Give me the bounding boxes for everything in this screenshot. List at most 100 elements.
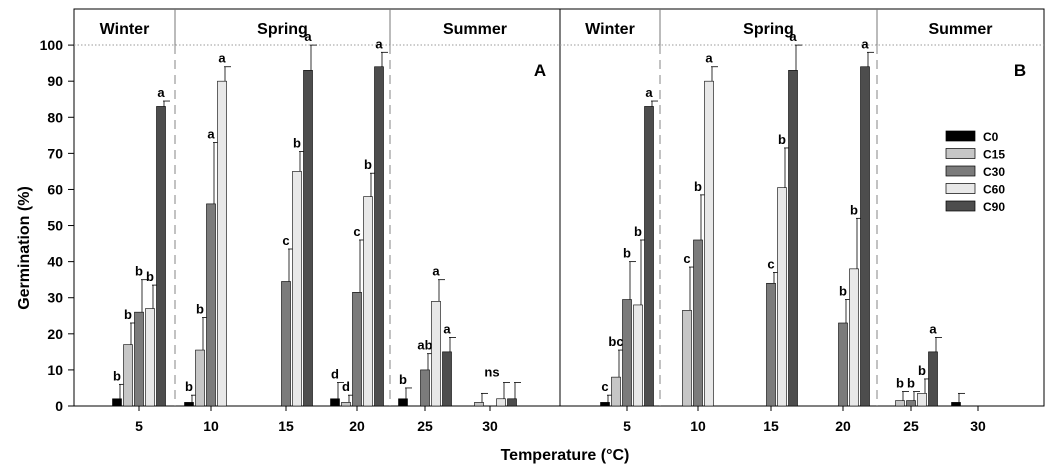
y-tick-label: 20 [47, 326, 63, 342]
bar-c60 [849, 268, 859, 407]
x-tick-label: 10 [690, 418, 706, 434]
bar-c0 [330, 398, 340, 407]
legend-swatch [945, 200, 976, 212]
bar-group-25: b bb a [895, 321, 942, 407]
bar-c60 [496, 398, 506, 407]
bar-c30 [134, 311, 144, 407]
significance-letter: a [218, 51, 226, 66]
legend-entry-c0: C0 [945, 130, 999, 144]
panel-label: A [534, 61, 546, 80]
x-axis-title: Temperature (°C) [501, 447, 630, 464]
bar-c60 [431, 301, 441, 407]
bar-c90 [303, 70, 313, 407]
x-tick-label: 30 [482, 418, 498, 434]
significance-letter: d [342, 379, 350, 394]
bar-c60 [292, 171, 302, 407]
significance-letter: ab [417, 338, 432, 353]
bar-c60 [145, 308, 155, 407]
x-tick-label: 15 [763, 418, 779, 434]
season-label-summer: Summer [443, 21, 507, 38]
significance-letter: b [634, 224, 642, 239]
season-label-spring: Spring [743, 21, 794, 38]
legend-entry-c15: C15 [945, 148, 1005, 162]
significance-letter: a [645, 85, 653, 100]
significance-letter: b [293, 136, 301, 151]
significance-letter: b [896, 376, 904, 391]
significance-letter: c [683, 251, 690, 266]
bar-group-10: b b a a [184, 51, 231, 407]
legend-swatch [945, 148, 976, 159]
significance-letter: bc [608, 334, 623, 349]
bar-group-5: c bc bb a [600, 85, 658, 407]
bar-c90 [507, 398, 517, 407]
significance-letter: b [694, 179, 702, 194]
x-tick-label: 5 [135, 418, 143, 434]
significance-letter: b [850, 202, 858, 217]
bar-c90 [928, 351, 938, 407]
bar-c90 [644, 106, 654, 407]
legend-swatch [945, 183, 976, 194]
y-tick-label: 0 [55, 398, 63, 414]
bar-c0 [951, 402, 961, 407]
bar-group-15: c b a [766, 29, 802, 407]
bar-c30 [906, 400, 916, 407]
bar-c0 [184, 402, 194, 407]
y-axis-title: Germination (%) [16, 186, 33, 310]
season-label-winter: Winter [100, 21, 150, 38]
significance-letter: b [185, 379, 193, 394]
season-label-winter: Winter [585, 21, 635, 38]
significance-letter: a [789, 29, 797, 44]
bar-c90 [788, 70, 798, 407]
x-axis: 5 10 15 20 25 30 5 10 15 20 25 30 [135, 406, 986, 434]
bar-c30 [622, 299, 632, 407]
x-tick-label: 20 [835, 418, 851, 434]
legend-label: C30 [983, 165, 1005, 179]
bar-c30 [693, 239, 703, 407]
bar-c15 [123, 344, 133, 407]
bar-c60 [777, 187, 787, 407]
significance-letter: a [157, 85, 165, 100]
bar-c15 [682, 310, 692, 407]
legend-swatch [945, 130, 976, 142]
bar-group-20: b b a [838, 36, 874, 407]
bar-c0 [600, 402, 610, 407]
bar-c30 [206, 203, 216, 407]
legend-label: C15 [983, 148, 1005, 162]
significance-letter: b [124, 307, 132, 322]
bar-c60 [704, 80, 714, 407]
significance-letter: c [601, 379, 608, 394]
x-tick-label: 20 [349, 418, 365, 434]
legend-entry-c90: C90 [945, 200, 1005, 214]
significance-letter: b [113, 368, 121, 383]
y-axis: 0 10 20 30 40 50 60 70 80 90 100 [40, 37, 74, 414]
significance-letter: b [623, 246, 631, 261]
significance-letter: a [443, 321, 451, 336]
legend-label: C60 [983, 183, 1005, 197]
bar-c30 [420, 369, 430, 407]
significance-letter: c [353, 224, 360, 239]
significance-letter: a [304, 29, 312, 44]
bar-c90 [374, 66, 384, 407]
bar-c90 [156, 106, 166, 407]
x-tick-label: 25 [417, 418, 433, 434]
significance-letter: a [929, 321, 937, 336]
significance-letter: b [196, 302, 204, 317]
bar-c30 [281, 281, 291, 407]
y-tick-label: 100 [40, 37, 64, 53]
y-tick-label: 10 [47, 362, 63, 378]
bar-c30 [766, 282, 776, 407]
bar-c90 [442, 351, 452, 407]
bar-c90 [860, 66, 870, 407]
season-label-summer: Summer [928, 21, 992, 38]
bar-c30 [838, 322, 848, 407]
significance-letter: a [432, 264, 440, 279]
bar-group-5: bbb ba [112, 85, 170, 407]
bar-c15 [895, 400, 905, 407]
significance-letter: b [364, 157, 372, 172]
panel-label: B [1014, 61, 1026, 80]
x-tick-label: 10 [203, 418, 219, 434]
significance-letter: a [207, 127, 215, 142]
